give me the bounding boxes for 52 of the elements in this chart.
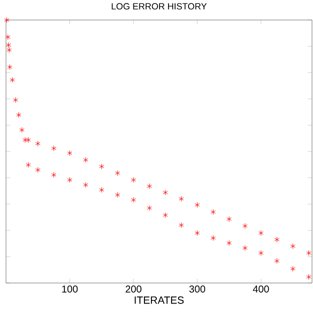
x-tick-label: 100	[62, 286, 78, 293]
x-tick-label: 300	[189, 286, 206, 293]
point	[10, 77, 15, 83]
point	[290, 243, 296, 250]
point	[115, 192, 120, 198]
point	[146, 205, 152, 211]
point	[210, 235, 216, 241]
point	[178, 222, 184, 228]
point	[51, 145, 56, 152]
point	[22, 137, 28, 143]
point	[35, 140, 40, 146]
x-tick-label: 200	[126, 286, 142, 293]
point	[7, 64, 12, 70]
point	[26, 162, 31, 168]
point	[210, 209, 216, 215]
point	[4, 17, 10, 23]
point	[83, 182, 88, 188]
point	[194, 230, 200, 236]
point	[162, 190, 168, 196]
point	[274, 258, 280, 264]
point	[226, 216, 232, 222]
point	[258, 230, 264, 236]
point	[67, 177, 72, 183]
point	[306, 274, 312, 280]
point	[130, 177, 136, 183]
point	[162, 212, 168, 218]
point	[258, 250, 264, 256]
point	[130, 197, 136, 203]
point	[67, 150, 72, 156]
point	[5, 34, 10, 40]
chart-title: LOG ERROR HISTORY	[112, 3, 207, 10]
point	[99, 187, 104, 193]
point	[83, 157, 88, 163]
point	[178, 196, 184, 202]
point	[194, 202, 200, 208]
point	[242, 223, 248, 229]
point	[13, 97, 18, 103]
point	[306, 250, 312, 256]
point	[290, 266, 296, 272]
point	[16, 112, 22, 118]
point	[99, 164, 104, 170]
point	[242, 245, 248, 251]
x-tick-label: 400	[252, 286, 269, 293]
point	[115, 170, 120, 176]
point	[35, 167, 40, 173]
point	[226, 240, 232, 246]
point	[274, 236, 280, 242]
x-axis-title: ITERATES	[134, 296, 184, 304]
point	[19, 127, 24, 133]
point	[51, 172, 56, 178]
point	[146, 183, 152, 190]
point	[26, 137, 31, 143]
